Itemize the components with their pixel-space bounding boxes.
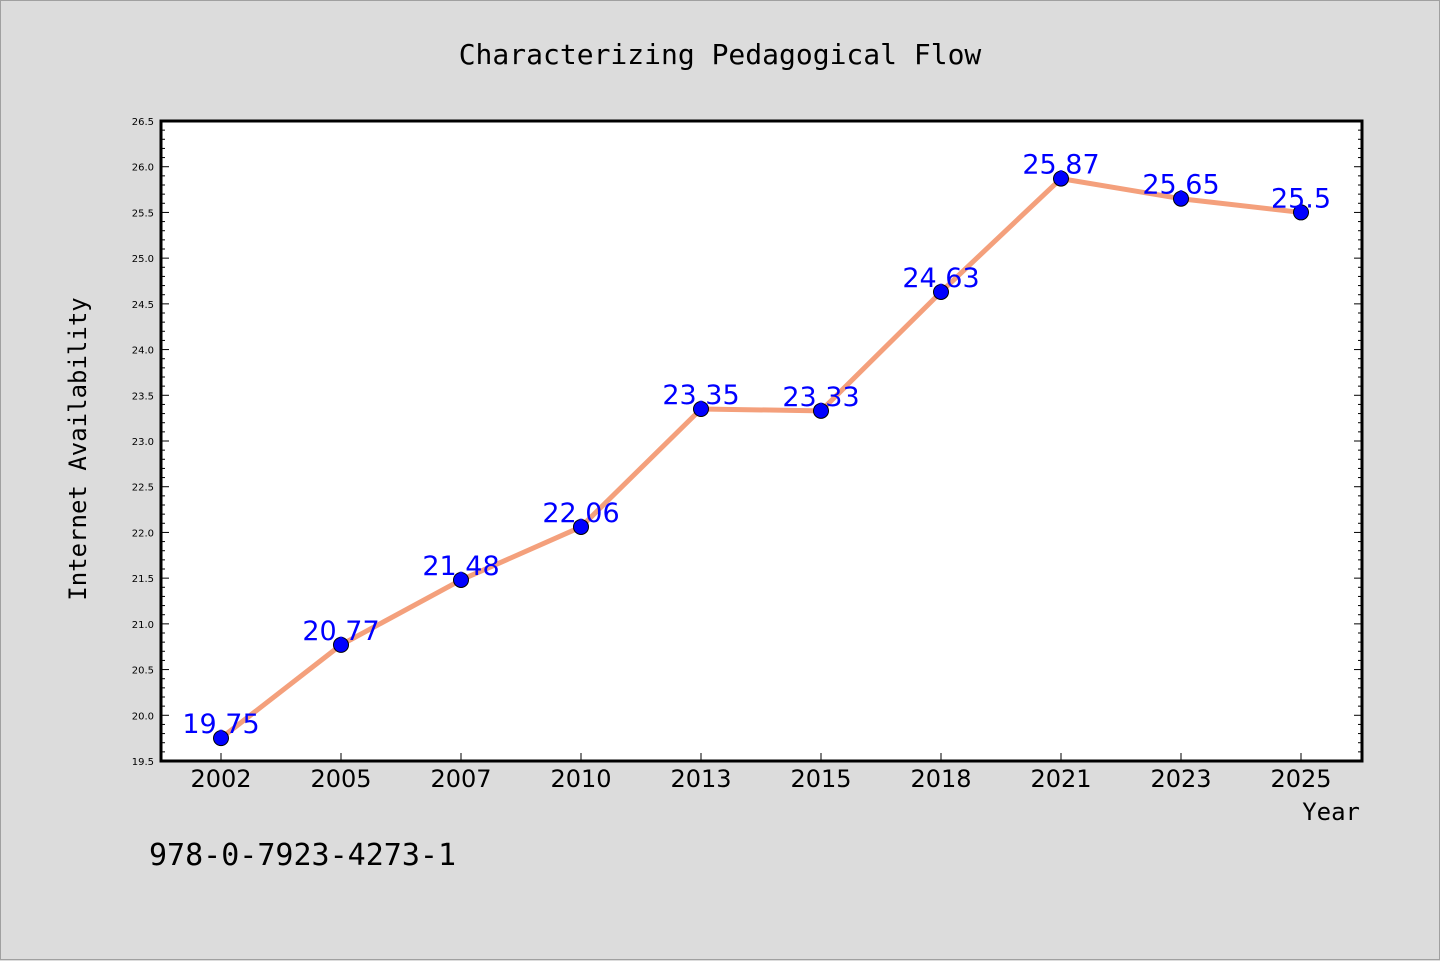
- data-label: 23.33: [782, 382, 859, 413]
- x-tick-label: 2013: [670, 765, 731, 793]
- y-tick-label: 20.0: [132, 711, 154, 722]
- data-label: 21.48: [422, 551, 499, 582]
- y-axis-label: Internet Availability: [64, 297, 92, 600]
- chart-title: Characterizing Pedagogical Flow: [459, 38, 982, 71]
- y-tick-label: 22.5: [132, 483, 154, 494]
- y-axis: 19.5 20.0 20.5 21.0 21.5 22.0 22.5 23.0 23.5 24.0…: [132, 117, 1362, 768]
- data-point: [813, 402, 829, 419]
- y-tick-label: 19.5: [132, 757, 154, 768]
- data-point: [933, 283, 949, 300]
- y-tick-label: 26.5: [132, 117, 154, 128]
- data-point: [453, 571, 469, 588]
- y-tick-label: 25.5: [132, 208, 154, 219]
- x-tick-label: 2025: [1270, 765, 1331, 793]
- data-label: 22.06: [542, 498, 619, 529]
- data-point: [573, 518, 589, 535]
- x-tick-label: 2018: [910, 765, 971, 793]
- data-label: 23.35: [662, 380, 739, 411]
- series: 19.75 20.77 21.48 22.06 23.35 23.33 24.63 25.87…: [182, 150, 1331, 747]
- data-label: 25.65: [1142, 170, 1219, 201]
- data-point: [693, 401, 709, 417]
- series-line: [219, 176, 1302, 741]
- x-tick-label: 2007: [430, 765, 491, 793]
- data-label: 25.87: [1022, 150, 1099, 181]
- y-tick-label: 26.0: [132, 163, 154, 174]
- x-tick-label: 2005: [310, 765, 371, 793]
- y-tick-label: 20.5: [132, 666, 154, 677]
- x-tick-label: 2002: [190, 765, 251, 793]
- y-tick-label: 22.0: [132, 528, 154, 539]
- data-point: [1053, 170, 1069, 187]
- x-axis-label: Year: [1302, 798, 1360, 826]
- data-label: 19.75: [182, 709, 259, 740]
- x-tick-label: 2015: [790, 765, 851, 793]
- x-axis: 2002 2005 2007 2010 2013 2015 2018 2021 2023 2025: [190, 753, 1332, 793]
- data-label: 25.5: [1271, 183, 1331, 214]
- data-point: [1293, 204, 1309, 221]
- y-tick-label: 24.5: [132, 300, 154, 311]
- x-tick-label: 2010: [550, 765, 611, 793]
- data-point: [213, 730, 229, 747]
- x-tick-label: 2021: [1030, 765, 1091, 793]
- y-tick-label: 21.5: [132, 574, 154, 585]
- y-tick-label: 23.0: [132, 437, 154, 448]
- y-tick-label: 23.5: [132, 391, 154, 402]
- data-point: [333, 636, 349, 653]
- y-tick-label: 24.0: [132, 346, 154, 357]
- x-tick-label: 2023: [1150, 765, 1211, 793]
- plot-area: [159, 119, 1364, 763]
- data-label: 20.77: [302, 616, 379, 647]
- data-point: [1173, 190, 1189, 207]
- y-tick-label: 21.0: [132, 620, 154, 631]
- isbn-text: 978-0-7923-4273-1: [149, 838, 456, 873]
- y-tick-label: 25.0: [132, 254, 154, 265]
- data-label: 24.63: [902, 263, 979, 294]
